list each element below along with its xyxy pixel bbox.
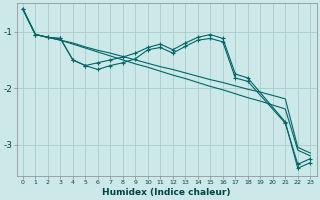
X-axis label: Humidex (Indice chaleur): Humidex (Indice chaleur) (102, 188, 231, 197)
